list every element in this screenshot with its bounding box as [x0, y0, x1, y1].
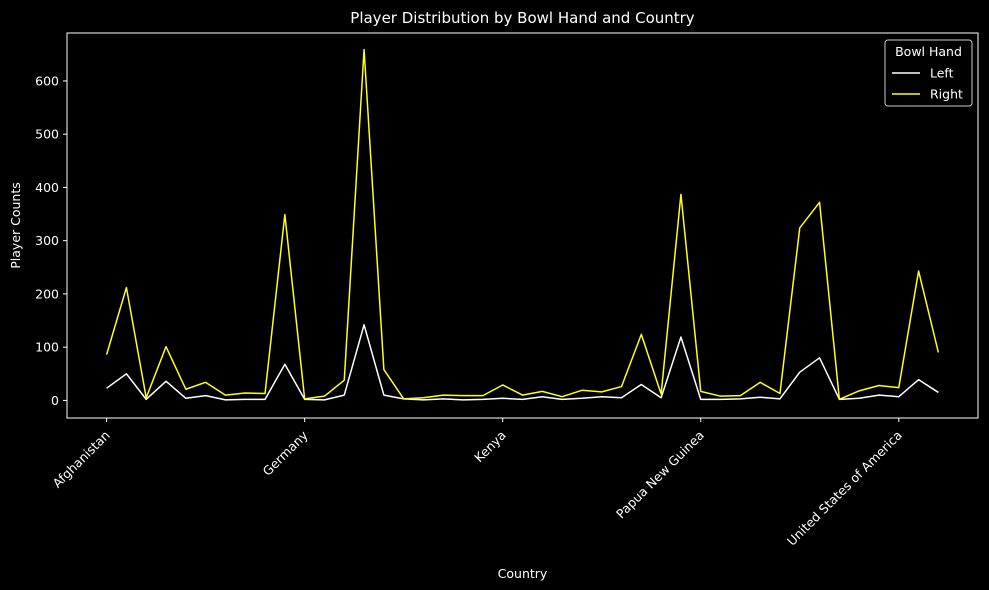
legend: Bowl Hand Left Right — [884, 39, 973, 107]
legend-label-left: Left — [930, 66, 954, 81]
y-tick-label: 300 — [35, 233, 59, 248]
legend-title: Bowl Hand — [895, 44, 962, 59]
y-tick-label: 0 — [51, 393, 59, 408]
y-tick-label: 600 — [35, 73, 59, 88]
y-axis-label: Player Counts — [8, 182, 23, 269]
legend-items: Left Right — [892, 66, 963, 102]
y-tick-label: 100 — [35, 340, 59, 355]
y-tick-label: 200 — [35, 286, 59, 301]
series-line-right — [105, 48, 940, 401]
y-axis: 0 100 200 300 400 500 600 — [35, 73, 67, 408]
y-tick-label: 500 — [35, 127, 59, 142]
legend-box — [884, 39, 973, 107]
x-axis-label: Country — [498, 566, 548, 581]
series-line-left — [106, 324, 939, 401]
legend-label-right: Right — [930, 87, 963, 102]
plot-frame — [66, 32, 979, 419]
y-tick-label: 400 — [35, 180, 59, 195]
chart-title: Player Distribution by Bowl Hand and Cou… — [350, 9, 695, 27]
series-layer — [105, 48, 940, 401]
